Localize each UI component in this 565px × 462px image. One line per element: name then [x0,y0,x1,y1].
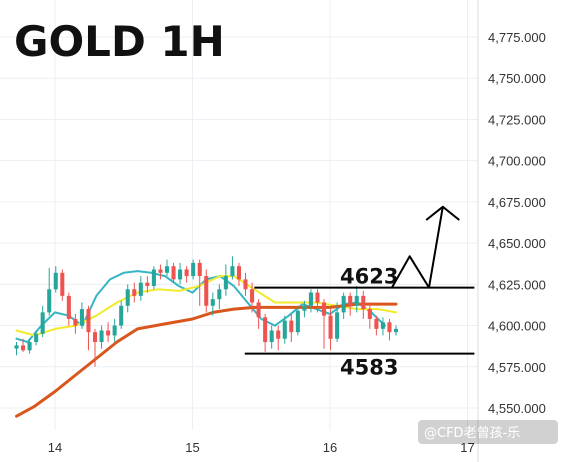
candle-body [361,295,366,310]
levels: 4623 4583 [244,205,475,380]
candle-body [348,295,353,306]
candle-body [393,328,399,333]
candle-body [171,266,176,280]
y-tick-label: 4,750.000 [488,71,546,86]
candle-body [73,318,78,326]
y-tick-label: 4,625.000 [488,277,546,292]
moving-average-line-3 [15,302,398,418]
y-tick-label: 4,650.000 [488,236,546,251]
candle-body [230,266,235,277]
candle-body [191,262,196,277]
y-tick-label: 4,550.000 [488,401,546,416]
candle-body [66,295,71,319]
candle-body [125,289,130,306]
candle-body [276,330,281,339]
candle-body [197,262,202,277]
candle-body [184,269,189,277]
grid [0,0,479,462]
candle-body [40,312,45,334]
candle-body [263,317,268,343]
candle-body [204,276,209,306]
moving-average-line-2 [15,275,397,337]
y-tick-label: 4,575.000 [488,360,546,375]
candle-body [289,320,294,333]
candle-body [321,302,327,316]
candle-body [34,333,39,343]
candle-body [151,269,156,286]
projection-arrowhead [425,205,460,221]
candle-body [236,266,241,280]
candle-body [302,305,307,311]
candle-body [387,322,392,333]
candle-body [60,272,65,296]
candle-body [210,299,215,306]
candle-body [158,269,163,273]
chart-title: GOLD 1H [14,17,225,66]
candle-body [79,309,84,326]
candle-body [164,266,170,273]
y-tick-label: 4,700.000 [488,154,546,169]
candle-body [47,289,52,313]
candle-body [178,269,183,280]
candle-body [21,345,26,351]
level-label-4583: 4583 [340,356,398,380]
candle-body [335,312,340,339]
candle-body [138,282,143,296]
y-tick-label: 4,725.000 [488,112,546,127]
candle-body [53,272,58,290]
candle-body [99,330,104,343]
y-tick-label: 4,675.000 [488,195,546,210]
watermark-text: @CFD老曾孩-乐 [424,426,520,441]
candles [14,256,399,367]
candle-body [223,276,228,290]
candle-body [295,310,300,333]
candle-body [354,295,359,306]
candle-body [119,305,124,326]
candle-body [341,295,346,313]
candle-body [145,282,150,286]
candle-body [315,292,320,303]
candle-body [92,332,98,343]
candle-body [282,320,287,339]
candle-body [14,345,19,349]
candle-body [217,289,222,300]
candle-body [269,330,274,343]
candle-body [250,289,255,303]
candle-body [27,342,32,351]
y-tick-label: 4,600.000 [488,319,546,334]
projection-path [391,206,444,289]
x-tick-label: 15 [185,440,199,455]
candle-body [86,309,91,333]
candle-body [367,309,372,319]
candle-body [243,279,248,290]
candle-body [132,289,137,296]
x-axis: 14 15 16 17 [48,440,475,455]
level-label-4623: 4623 [340,265,398,289]
candle-body [380,322,385,329]
candle-body [328,315,333,339]
x-tick-label: 16 [323,440,337,455]
x-tick-label: 14 [48,440,62,455]
watermark: @CFD老曾孩-乐 [418,420,558,444]
y-axis: 4,775.000 4,750.000 4,725.000 4,700.000 4,67… [488,30,546,416]
candle-body [308,292,313,306]
candle-body [112,325,117,336]
candle-body [106,330,111,336]
x-tick-label: 17 [460,440,474,455]
candle-body [374,318,379,329]
candle-body [256,302,261,318]
y-tick-label: 4,775.000 [488,30,546,45]
